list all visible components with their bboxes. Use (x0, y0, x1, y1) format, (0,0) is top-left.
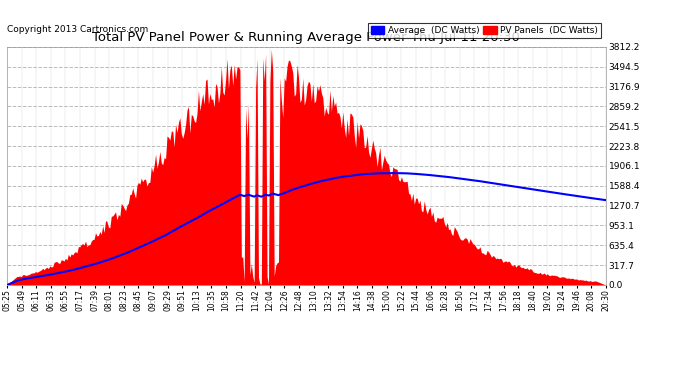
Legend: Average  (DC Watts), PV Panels  (DC Watts): Average (DC Watts), PV Panels (DC Watts) (368, 23, 601, 38)
Text: Copyright 2013 Cartronics.com: Copyright 2013 Cartronics.com (7, 25, 148, 34)
Title: Total PV Panel Power & Running Average Power Thu Jul 11 20:30: Total PV Panel Power & Running Average P… (92, 32, 520, 44)
